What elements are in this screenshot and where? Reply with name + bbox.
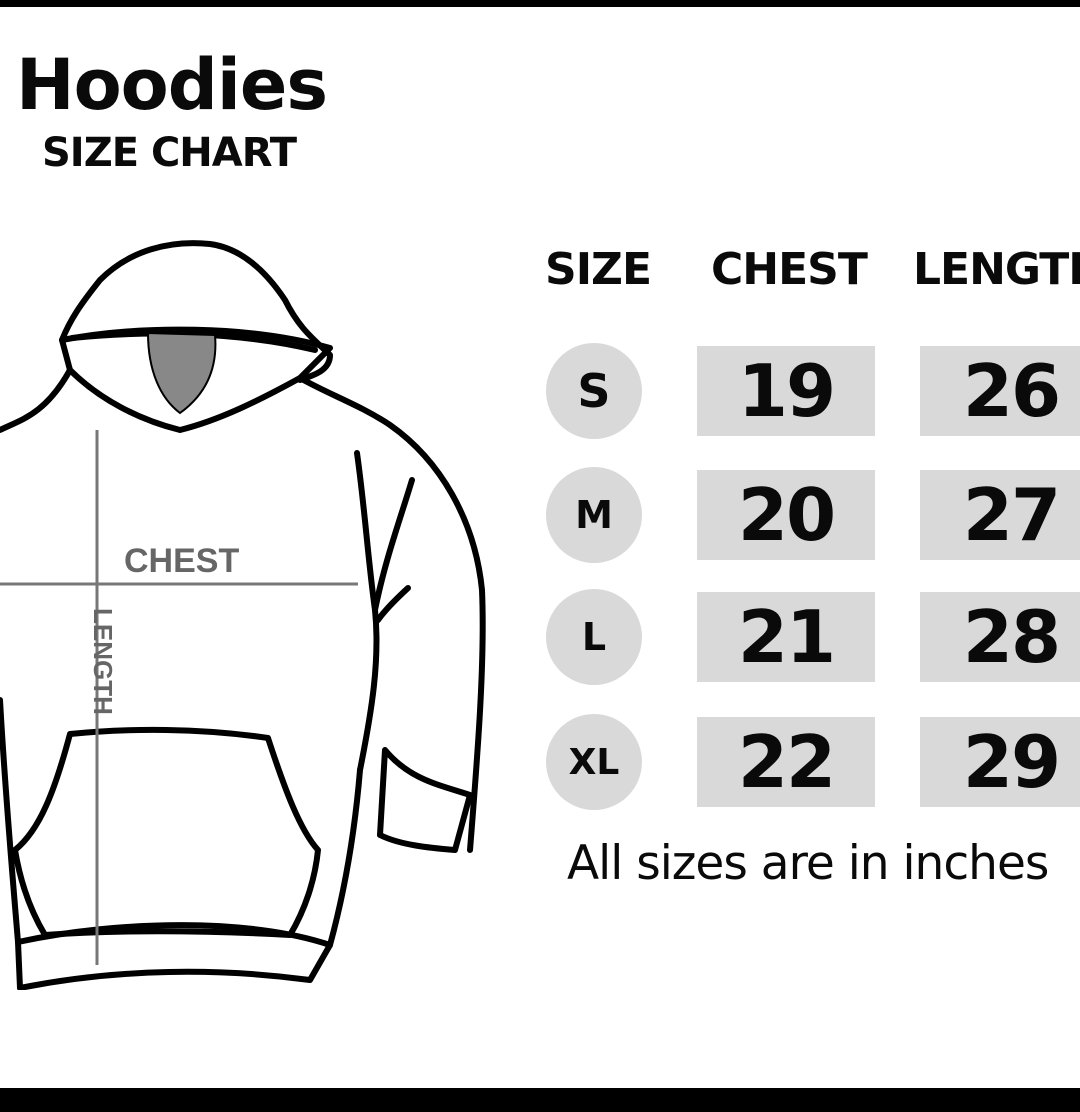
hoodie-illustration: CHEST LENGTH (0, 240, 486, 990)
units-note: All sizes are in inches (567, 836, 1049, 891)
size-badge: S (546, 343, 642, 439)
size-badge: M (546, 467, 642, 563)
header-length: LENGTH (913, 244, 1080, 295)
chest-cell: 21 (697, 592, 875, 682)
header-chest: CHEST (711, 244, 868, 295)
size-badge: L (546, 589, 642, 685)
bottom-border (0, 1088, 1080, 1112)
length-cell: 28 (920, 592, 1080, 682)
page-subtitle: SIZE CHART (42, 130, 297, 176)
length-measure-label: LENGTH (88, 608, 118, 715)
chest-cell: 20 (697, 470, 875, 560)
chest-cell: 22 (697, 717, 875, 807)
header-size: SIZE (545, 244, 652, 295)
length-cell: 26 (920, 346, 1080, 436)
size-badge: XL (546, 714, 642, 810)
chest-cell: 19 (697, 346, 875, 436)
top-border (0, 0, 1080, 7)
chest-measure-label: CHEST (124, 542, 239, 580)
length-cell: 29 (920, 717, 1080, 807)
length-cell: 27 (920, 470, 1080, 560)
page-title: Hoodies (16, 44, 328, 126)
